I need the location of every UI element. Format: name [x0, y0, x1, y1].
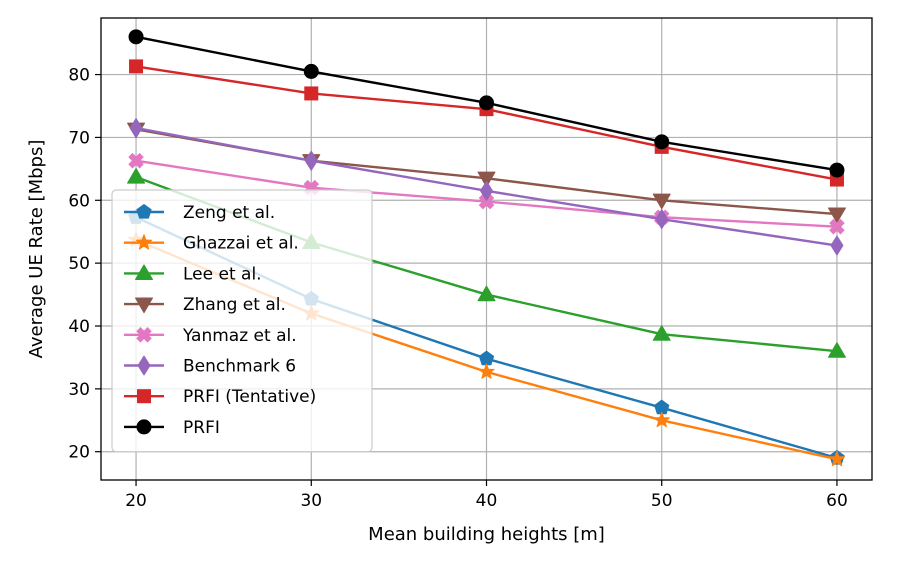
legend-label: Zeng et al.: [183, 203, 275, 223]
legend-label: Zhang et al.: [183, 295, 286, 315]
legend-entry-prfi: PRFI: [124, 418, 220, 438]
x-axis-label: Mean building heights [m]: [368, 524, 605, 545]
data-point-ghazzai-et-al: [828, 450, 846, 467]
data-point-prfi: [479, 95, 494, 111]
data-point-benchmark-6: [480, 180, 493, 201]
x-tick-label: 20: [125, 491, 147, 511]
x-tick-label: 60: [826, 491, 848, 511]
legend-marker: [136, 419, 152, 435]
y-tick-label: 60: [68, 191, 90, 211]
data-point-zhang-et-al: [652, 193, 671, 210]
legend-entry-zhang-et-al: Zhang et al.: [124, 295, 286, 315]
legend-entry-zeng-et-al: Zeng et al.: [124, 203, 275, 223]
x-marker-bar: [478, 193, 495, 210]
legend-marker: [136, 204, 152, 219]
data-point-zhang-et-al: [827, 207, 846, 224]
data-point-zeng-et-al: [654, 399, 670, 415]
data-point-yanmaz-et-al: [128, 152, 144, 169]
y-tick-label: 30: [68, 380, 90, 400]
legend-box: [111, 189, 373, 453]
y-tick-label: 20: [68, 443, 90, 463]
legend-entry-prfi-tentative: PRFI (Tentative): [124, 387, 316, 407]
x-tick-label: 50: [651, 491, 673, 511]
data-point-lee-et-al: [127, 168, 146, 184]
data-point-lee-et-al: [827, 342, 846, 358]
legend-label: Lee et al.: [183, 264, 262, 284]
x-tick-label: 40: [476, 491, 498, 511]
legend-marker: [135, 264, 153, 281]
data-point-yanmaz-et-al: [478, 193, 495, 210]
legend-entry-lee-et-al: Lee et al.: [124, 264, 262, 284]
data-point-lee-et-al: [477, 285, 496, 302]
ticks: 20 30 40 50 60 20 30 40 50 60 70 80: [68, 66, 847, 511]
legend-marker: [135, 234, 153, 250]
data-point-prfi: [303, 63, 319, 79]
legend-entry-ghazzai-et-al: Ghazzai et al.: [124, 234, 299, 254]
data-point-zhang-et-al: [477, 171, 496, 188]
data-point-benchmark-6: [655, 209, 669, 230]
legend-marker: [136, 327, 152, 343]
series-layer: [127, 29, 846, 467]
data-point-prfi-tentative: [304, 86, 319, 101]
x-tick-label: 30: [300, 491, 322, 511]
y-tick-label: 40: [68, 317, 90, 337]
y-tick-label: 70: [68, 128, 90, 148]
legend-label: Ghazzai et al.: [183, 234, 299, 254]
data-point-prfi: [128, 29, 144, 45]
data-point-ghazzai-et-al: [478, 363, 495, 379]
legend-label: Yanmaz et al.: [182, 326, 297, 346]
x-marker-bar: [128, 152, 144, 169]
legend: Zeng et al. Ghazzai et al. Lee et al. Zhang…: [111, 189, 373, 453]
y-tick-label: 50: [68, 254, 90, 274]
data-point-benchmark-6: [830, 235, 844, 256]
legend-marker: [135, 297, 153, 314]
data-point-zeng-et-al: [478, 350, 495, 366]
data-point-benchmark-6: [129, 118, 143, 138]
legend-label: PRFI: [183, 418, 220, 438]
legend-entry-benchmark-6: Benchmark 6: [124, 355, 296, 377]
data-point-yanmaz-et-al: [829, 218, 845, 235]
legend-marker: [137, 355, 151, 376]
legend-label: Benchmark 6: [183, 357, 296, 377]
y-tick-label: 80: [68, 66, 90, 86]
series-prfi: [128, 29, 845, 178]
legend-marker: [137, 389, 151, 404]
data-point-prfi: [829, 162, 845, 178]
y-axis-label: Average UE Rate [Mbps]: [26, 140, 47, 359]
data-point-ghazzai-et-al: [653, 411, 670, 428]
data-point-prfi: [654, 134, 670, 150]
data-point-prfi-tentative: [129, 59, 144, 74]
data-point-lee-et-al: [652, 325, 671, 341]
x-marker-bar: [136, 327, 152, 343]
legend-label: PRFI (Tentative): [183, 387, 316, 407]
data-point-benchmark-6: [304, 150, 318, 171]
x-marker-bar: [829, 218, 845, 235]
series-benchmark-6: [129, 118, 844, 256]
legend-entry-yanmaz-et-al: Yanmaz et al.: [124, 326, 297, 346]
